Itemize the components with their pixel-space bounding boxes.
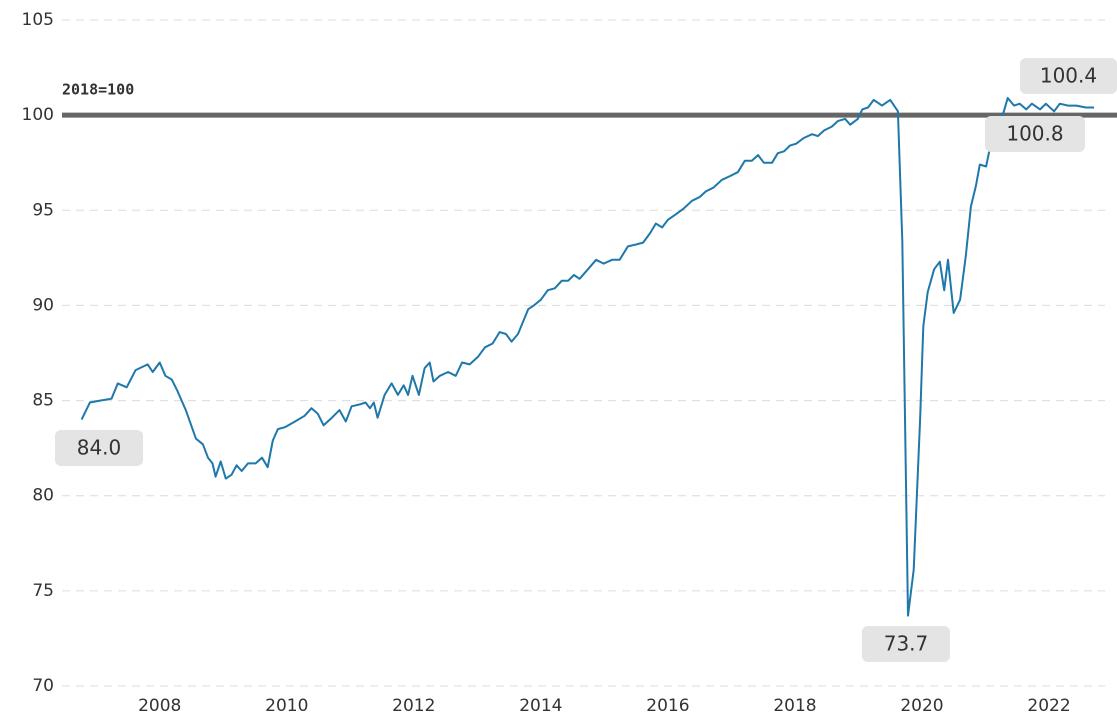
- x-tick-label: 2014: [519, 696, 562, 716]
- annotation: 100.8: [1006, 122, 1063, 146]
- y-tick-label: 80: [32, 486, 54, 506]
- annotation-box: [55, 430, 143, 466]
- x-tick-label: 2008: [138, 696, 181, 716]
- y-tick-label: 75: [32, 581, 54, 601]
- annotation: 100.4: [1040, 64, 1097, 88]
- y-tick-label: 85: [32, 391, 54, 411]
- x-tick-label: 2018: [773, 696, 816, 716]
- reference-label: 2018=100: [62, 81, 134, 99]
- data-line: [80, 97, 1095, 617]
- y-tick-label: 70: [32, 676, 54, 696]
- y-tick-label: 100: [22, 105, 54, 125]
- annotation-box: [985, 116, 1085, 152]
- annotation: 84.0: [77, 436, 122, 460]
- y-tick-label: 90: [32, 295, 54, 315]
- y-tick-label: 95: [32, 200, 54, 220]
- annotation-box: [862, 626, 950, 662]
- x-tick-label: 2016: [646, 696, 689, 716]
- annotation: 73.7: [884, 632, 929, 656]
- annotation-box: [1020, 58, 1117, 94]
- y-tick-label: 105: [22, 10, 54, 30]
- x-tick-label: 2022: [1027, 696, 1070, 716]
- x-tick-label: 2012: [392, 696, 435, 716]
- x-tick-label: 2020: [900, 696, 943, 716]
- x-tick-label: 2010: [265, 696, 308, 716]
